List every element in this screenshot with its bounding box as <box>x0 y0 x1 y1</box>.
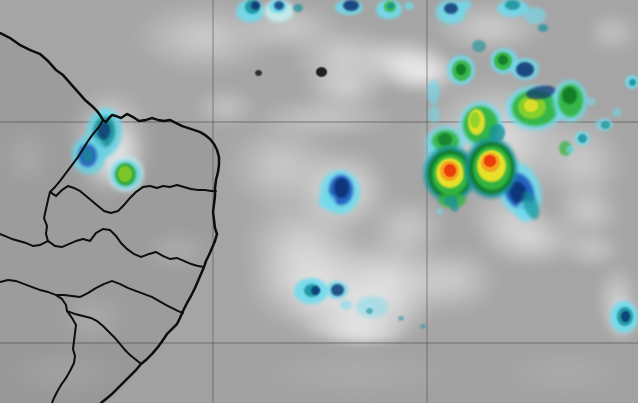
state-border <box>51 310 77 403</box>
state-border <box>47 228 205 268</box>
coastline <box>0 31 221 403</box>
state-border <box>0 279 68 312</box>
state-border <box>66 310 141 364</box>
state-border <box>49 184 217 214</box>
state-border <box>55 280 184 314</box>
land-area <box>0 33 219 403</box>
state-border <box>49 119 104 193</box>
state-border <box>43 191 51 242</box>
state-border <box>0 233 49 247</box>
